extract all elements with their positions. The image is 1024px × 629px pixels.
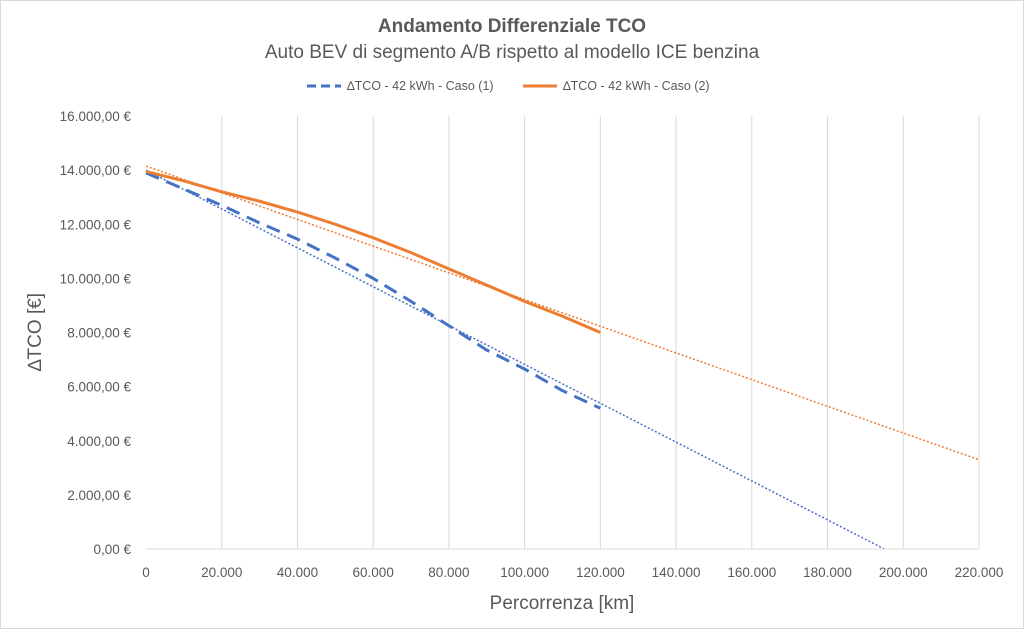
trendline-series-2 xyxy=(145,165,980,461)
y-axis-title: ∆TCO [€] xyxy=(25,293,46,371)
x-tick-label-5: 100.000 xyxy=(500,565,549,580)
x-tick-label-0: 0 xyxy=(142,565,150,580)
series-line-2 xyxy=(145,170,601,334)
legend-label-series-2: ∆TCO - 42 kWh - Caso (2) xyxy=(563,79,710,93)
y-tick-label-0: 0,00 € xyxy=(93,542,131,557)
y-tick-label-6: 12.000,00 € xyxy=(60,217,132,232)
y-tick-label-4: 8.000,00 € xyxy=(67,326,131,341)
y-tick-label-2: 4.000,00 € xyxy=(67,434,131,449)
x-axis-title: Percorrenza [km] xyxy=(490,593,635,614)
chart-subtitle: Auto BEV di segmento A/B rispetto al mod… xyxy=(265,42,760,63)
series-line-1 xyxy=(145,171,601,410)
series-lines xyxy=(145,170,601,410)
trendlines xyxy=(145,165,980,550)
trendline-series-1 xyxy=(145,169,885,550)
legend-entry-series-2: ∆TCO - 42 kWh - Caso (2) xyxy=(523,79,710,93)
y-tick-label-3: 6.000,00 € xyxy=(67,380,131,395)
y-tick-label-1: 2.000,00 € xyxy=(67,488,131,503)
legend-label-series-1: ∆TCO - 42 kWh - Caso (1) xyxy=(347,79,494,93)
y-axis-ticks: 0,00 € 2.000,00 € 4.000,00 € 6.000,00 € 8.00… xyxy=(60,109,132,557)
x-tick-label-4: 80.000 xyxy=(428,565,469,580)
x-tick-label-10: 200.000 xyxy=(879,565,928,580)
x-tick-label-7: 140.000 xyxy=(652,565,701,580)
x-tick-label-9: 180.000 xyxy=(803,565,852,580)
x-tick-label-3: 60.000 xyxy=(353,565,394,580)
legend: ∆TCO - 42 kWh - Caso (1) ∆TCO - 42 kWh -… xyxy=(307,79,710,93)
x-tick-label-11: 220.000 xyxy=(955,565,1004,580)
x-tick-label-1: 20.000 xyxy=(201,565,242,580)
chart-title: Andamento Differenziale TCO xyxy=(378,16,646,37)
x-axis-ticks: 0 20.000 40.000 60.000 80.000 100.000 120.000 1… xyxy=(142,565,1003,580)
y-tick-label-7: 14.000,00 € xyxy=(60,163,132,178)
grid xyxy=(221,116,980,549)
x-tick-label-8: 160.000 xyxy=(727,565,776,580)
y-tick-label-5: 10.000,00 € xyxy=(60,271,132,286)
x-tick-label-6: 120.000 xyxy=(576,565,625,580)
x-tick-label-2: 40.000 xyxy=(277,565,318,580)
legend-entry-series-1: ∆TCO - 42 kWh - Caso (1) xyxy=(307,79,494,93)
y-tick-label-8: 16.000,00 € xyxy=(60,109,132,124)
